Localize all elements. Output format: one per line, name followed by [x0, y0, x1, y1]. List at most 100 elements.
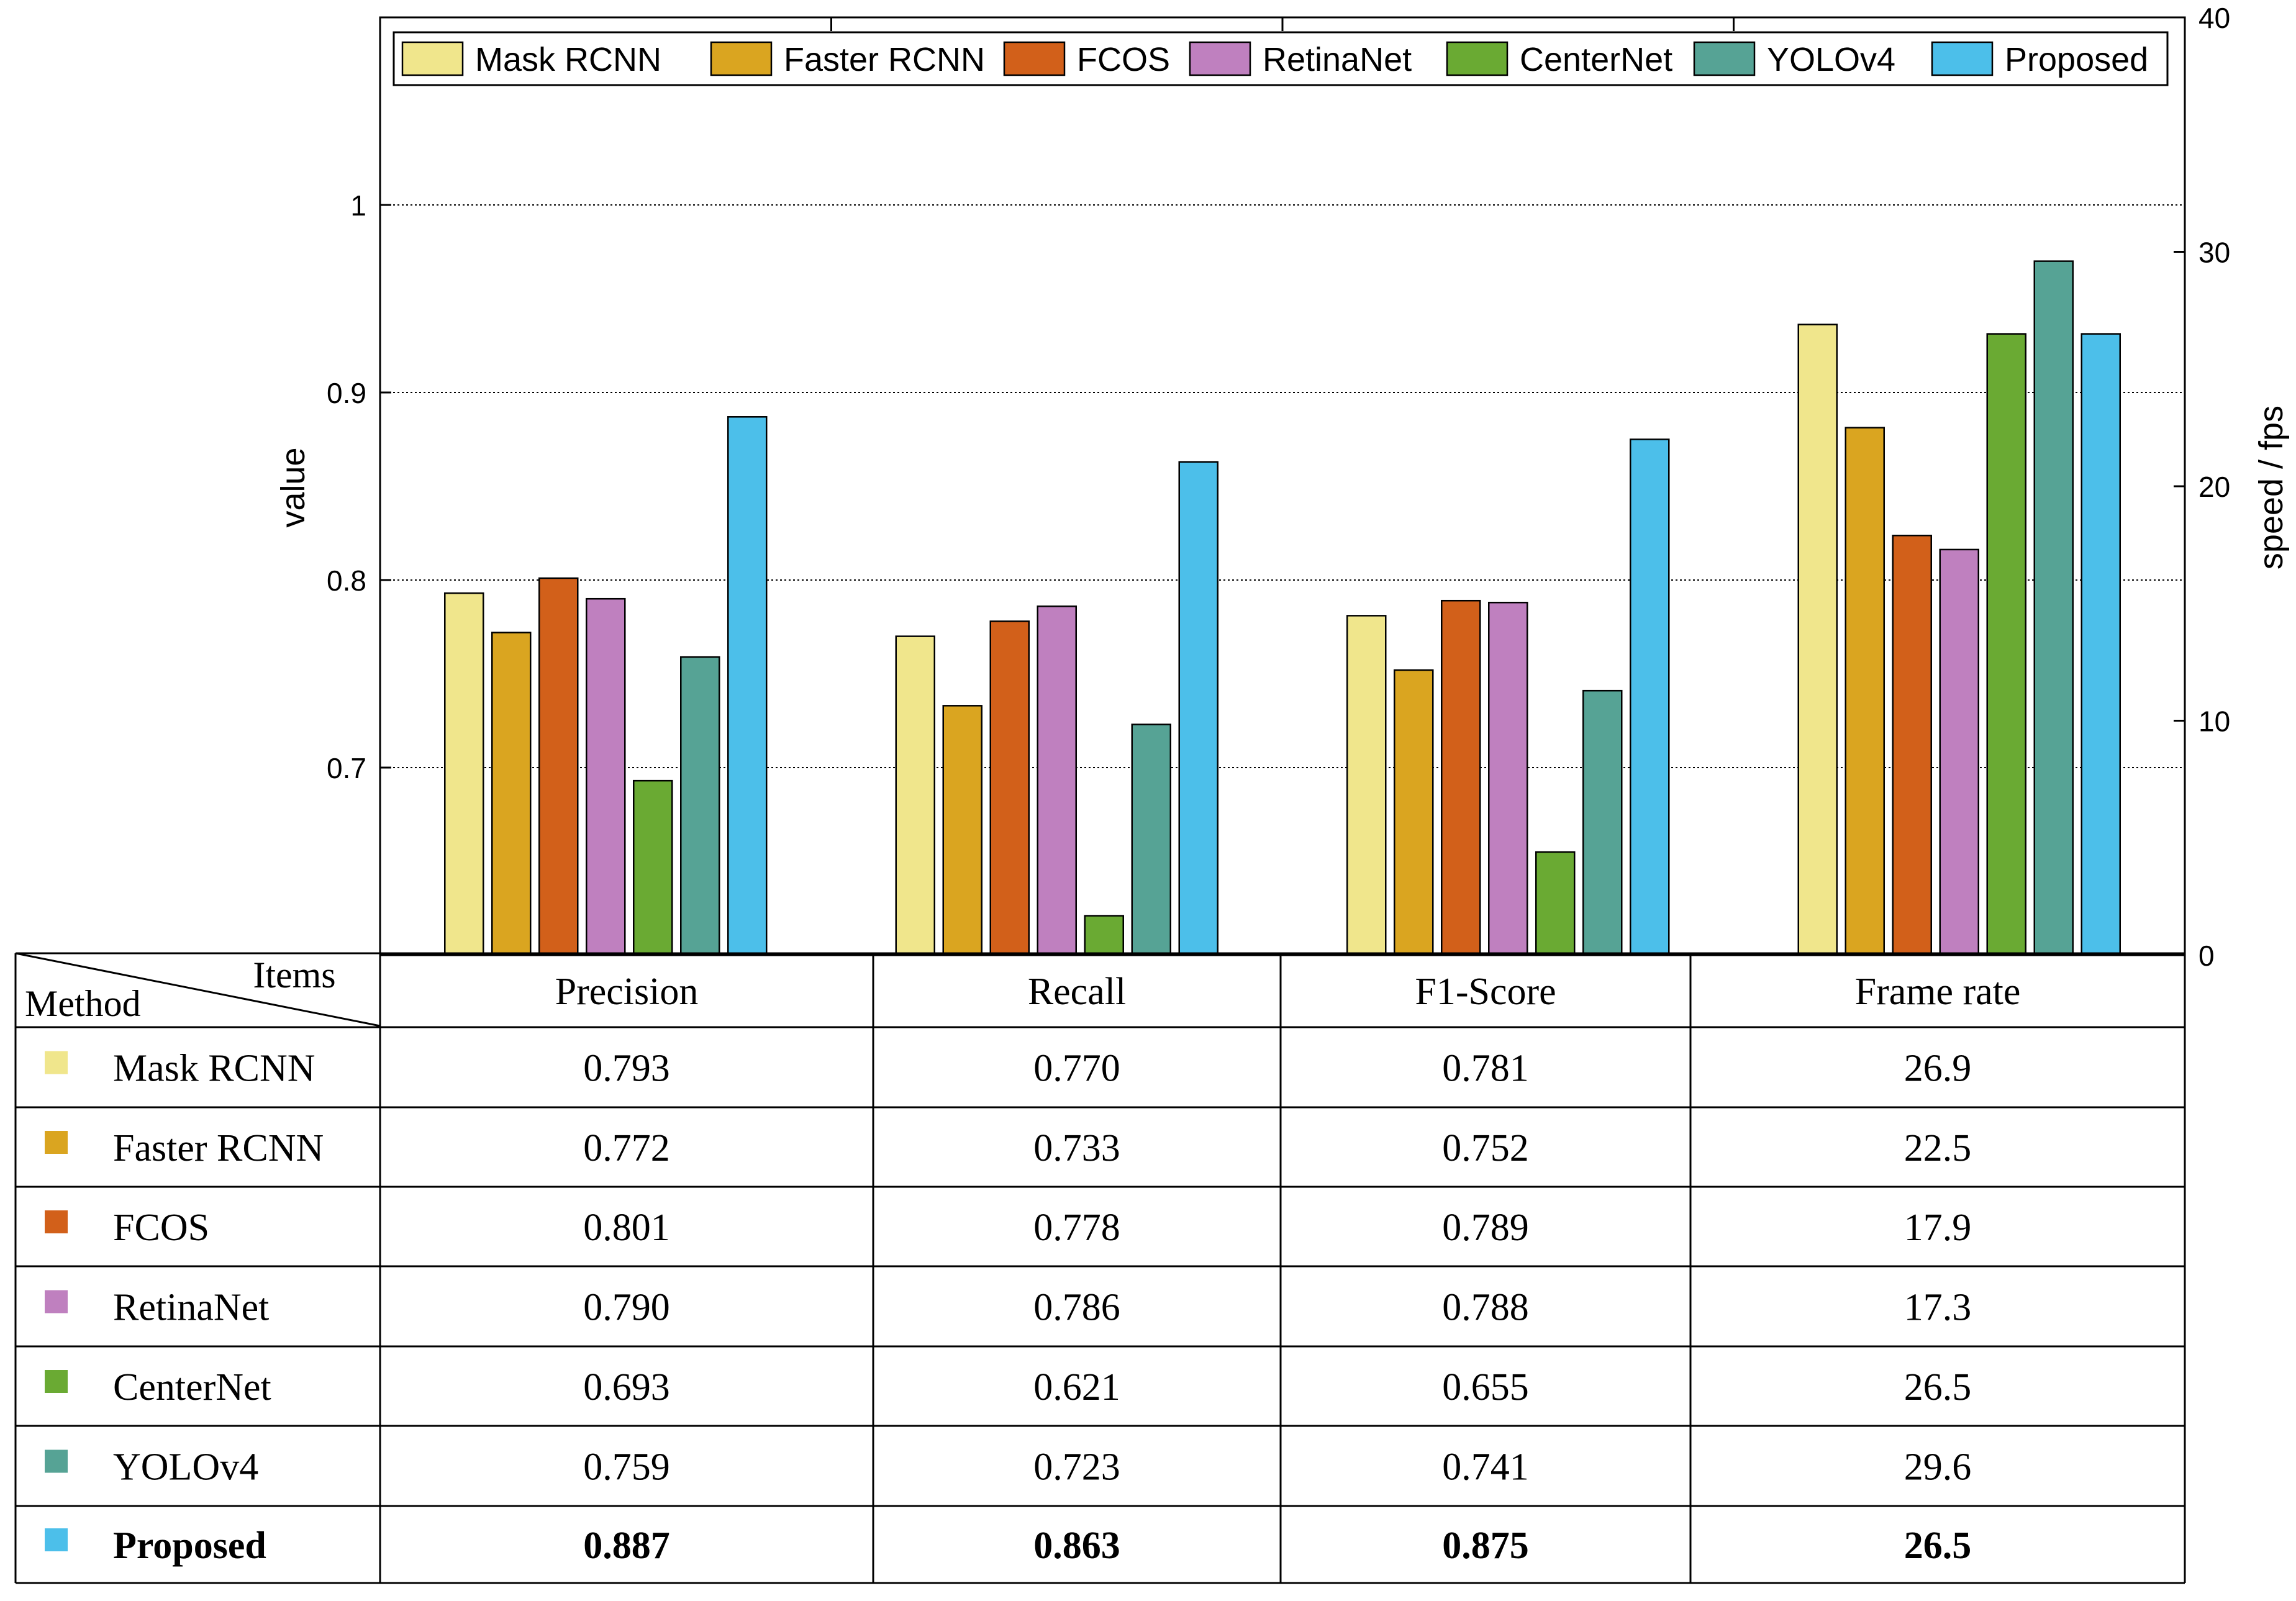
right-axis-label: speed / fps	[2253, 406, 2290, 569]
left-tick-label: 0.9	[327, 377, 366, 409]
table-method-cell: Proposed	[113, 1525, 266, 1567]
bars	[444, 260, 2121, 956]
table-value-cell: 17.3	[1904, 1287, 1972, 1329]
legend-label: FCOS	[1077, 41, 1170, 78]
table-value-cell: 0.887	[583, 1525, 670, 1567]
bar	[1131, 723, 1171, 956]
legend-swatch	[1693, 41, 1756, 76]
table-method-cell: CenterNet	[113, 1366, 271, 1408]
table-value-cell: 0.655	[1442, 1366, 1529, 1408]
bar	[1441, 599, 1481, 956]
table-row-swatch	[45, 1449, 68, 1473]
table-value-cell: 0.778	[1033, 1207, 1120, 1249]
table-corner-diagonal	[15, 952, 381, 1027]
legend-swatch	[401, 41, 464, 76]
table-value-cell: 0.793	[583, 1048, 670, 1090]
bar	[538, 577, 579, 956]
table-value-cell: 0.733	[1033, 1127, 1120, 1169]
table-value-cell: 0.788	[1442, 1287, 1529, 1329]
table-value-cell: 0.790	[583, 1287, 670, 1329]
bar	[727, 416, 768, 956]
legend-label: Mask RCNN	[475, 41, 661, 78]
table-value-cell: 0.863	[1033, 1525, 1120, 1567]
legend-label: CenterNet	[1520, 41, 1672, 78]
table-value-cell: 0.786	[1033, 1287, 1120, 1329]
table-method-cell: FCOS	[113, 1207, 209, 1249]
bar	[1845, 427, 1885, 956]
bar	[1582, 689, 1623, 956]
table-value-cell: 0.741	[1442, 1446, 1529, 1489]
table-value-cell: 0.772	[583, 1127, 670, 1169]
bar	[2080, 333, 2121, 956]
table-row-swatch	[45, 1290, 68, 1313]
table-value-cell: 0.723	[1033, 1446, 1120, 1489]
bar	[1797, 324, 1838, 956]
top-ticks	[830, 17, 1735, 31]
bar	[444, 592, 484, 956]
bar	[491, 632, 532, 956]
bar	[1939, 548, 1979, 956]
table-row-swatch	[45, 1210, 68, 1233]
bar	[1394, 669, 1434, 956]
legend-box	[392, 31, 2169, 86]
table-value-cell: 26.9	[1904, 1048, 1972, 1090]
table-method-cell: Faster RCNN	[113, 1127, 324, 1169]
legend-swatch	[1931, 41, 1994, 76]
bar	[1178, 461, 1218, 956]
legend: Mask RCNN Faster RCNN FCOS RetinaNet CenterN…	[401, 41, 2148, 78]
legend-label: Faster RCNN	[784, 41, 985, 78]
right-tick-label: 0	[2198, 940, 2215, 972]
table-value-cell: 0.759	[583, 1446, 670, 1489]
bar	[1488, 601, 1528, 956]
bar	[1084, 915, 1124, 956]
bar	[633, 779, 673, 956]
table-row-swatch	[45, 1051, 68, 1074]
left-tick-label: 0.7	[327, 752, 366, 784]
bar	[1037, 605, 1077, 956]
legend-swatch	[1189, 41, 1251, 76]
table-row-swatch	[45, 1370, 68, 1393]
table-value-cell: 26.5	[1904, 1366, 1972, 1408]
bar	[1535, 851, 1576, 956]
table-header-cell: F1-Score	[1415, 971, 1556, 1013]
table-header-cell: Precision	[555, 971, 699, 1013]
bar	[1630, 438, 1670, 956]
table-header-cell: Recall	[1028, 971, 1126, 1013]
legend-swatch	[1003, 41, 1066, 76]
table-value-cell: 0.875	[1442, 1525, 1529, 1567]
table-value-cell: 0.752	[1442, 1127, 1529, 1169]
table-corner-method: Method	[25, 983, 141, 1024]
bar	[1892, 535, 1932, 956]
table-value-cell: 0.770	[1033, 1048, 1120, 1090]
left-tick-label: 0.8	[327, 565, 366, 597]
left-tick-label: 1	[350, 189, 366, 222]
right-tick-label: 20	[2198, 471, 2230, 503]
table-value-cell: 0.801	[583, 1207, 670, 1249]
right-tick-label: 10	[2198, 705, 2230, 738]
right-tick-label: 30	[2198, 237, 2230, 269]
table-value-cell: 17.9	[1904, 1207, 1972, 1249]
left-axis: 0.7 0.8 0.9 1	[327, 189, 391, 784]
table-value-cell: 0.693	[583, 1366, 670, 1408]
bar	[586, 597, 626, 956]
bar	[942, 705, 982, 956]
bar	[1346, 615, 1387, 956]
legend-label: YOLOv4	[1767, 41, 1895, 78]
data-table: Items Method Precision Recall F1-Score Fram…	[14, 952, 2186, 1584]
table-method-cell: Mask RCNN	[113, 1048, 315, 1090]
legend-swatch	[1446, 41, 1509, 76]
bar	[989, 620, 1030, 956]
table-value-cell: 0.789	[1442, 1207, 1529, 1249]
left-axis-label: value	[275, 447, 312, 527]
table-value-cell: 22.5	[1904, 1127, 1972, 1169]
table-value-cell: 29.6	[1904, 1446, 1972, 1489]
bar	[2033, 260, 2074, 956]
bar	[895, 635, 935, 956]
table-value-cell: 0.621	[1033, 1366, 1120, 1408]
bar	[680, 656, 720, 956]
legend-swatch	[710, 41, 773, 76]
right-axis: 0 10 20 30 40	[2174, 2, 2230, 972]
right-tick-label: 40	[2198, 2, 2230, 34]
legend-label: RetinaNet	[1263, 41, 1412, 78]
